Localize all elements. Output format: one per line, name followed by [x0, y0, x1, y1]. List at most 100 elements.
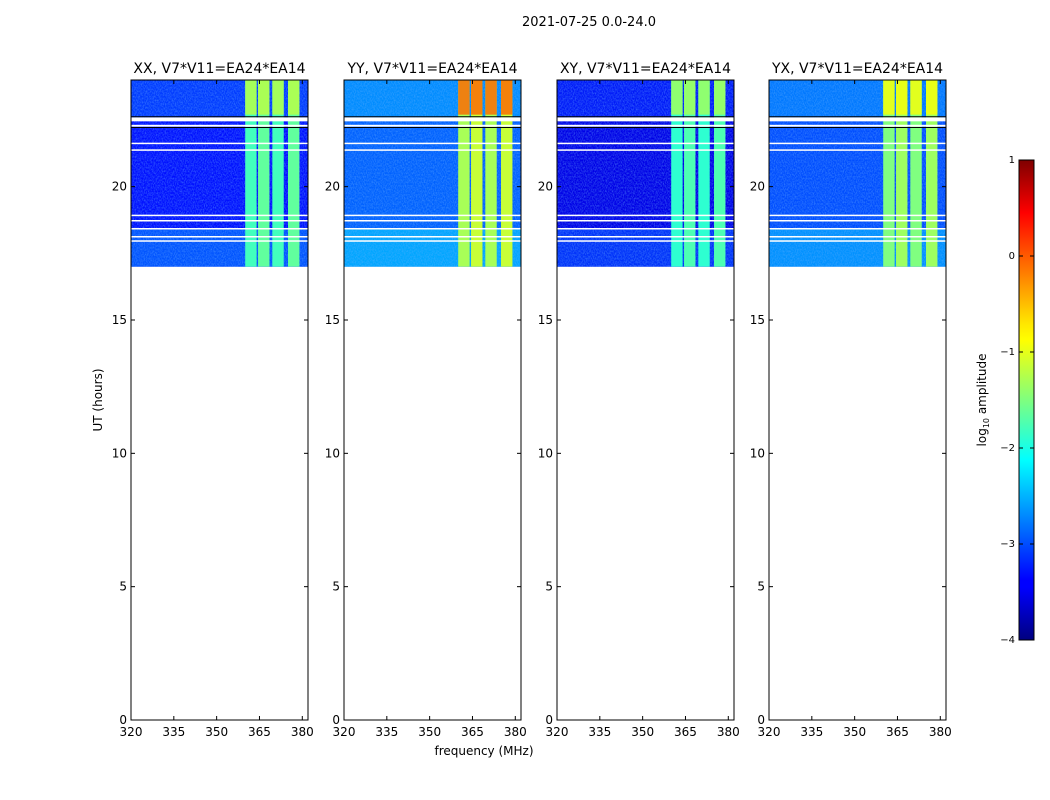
y-tick-label: 15: [538, 313, 553, 327]
y-tick-label: 10: [325, 446, 340, 460]
flagged-row: [769, 117, 946, 122]
flagged-row: [769, 220, 946, 222]
rfi-column: [896, 80, 908, 267]
colorbar-label: log10 amplitude: [975, 354, 991, 447]
panel-2: YY, V7*V11=EA24*EA14 320 335 350 365 380 0 5 10 1…: [325, 61, 527, 739]
rfi-column: [458, 80, 470, 267]
x-tick-label: 380: [291, 725, 314, 739]
y-tick-label: 10: [538, 446, 553, 460]
colorbar: −4 −3 −2 −1 0 1 log10 amplitude: [975, 155, 1035, 646]
flagged-row: [344, 214, 521, 217]
flagged-row: [769, 214, 946, 217]
rfi-hotspot: [258, 80, 270, 115]
flagged-row: [769, 142, 946, 145]
panel-frame: [130, 79, 309, 721]
colorbar-tick-label: −2: [1000, 443, 1015, 454]
flagged-row: [131, 149, 308, 151]
colorbar-tick-label: −3: [1000, 539, 1015, 550]
flagged-row: [557, 142, 734, 145]
y-tick-label: 20: [112, 180, 127, 194]
flagged-row: [557, 124, 734, 127]
flagged-row: [131, 142, 308, 145]
y-tick-label: 10: [750, 446, 765, 460]
rfi-column: [272, 80, 284, 267]
flagged-row: [131, 124, 308, 127]
rfi-column: [926, 80, 938, 267]
flagged-row: [344, 228, 521, 230]
flagged-row: [557, 228, 734, 230]
flagged-row: [557, 236, 734, 238]
panel-frame: [556, 79, 735, 721]
flagged-row: [769, 124, 946, 127]
flagged-row: [344, 236, 521, 238]
panel-title: XX, V7*V11=EA24*EA14: [133, 61, 305, 77]
rfi-hotspot: [671, 80, 683, 115]
x-tick-label: 365: [248, 725, 271, 739]
flagged-row: [557, 220, 734, 222]
rfi-column: [883, 80, 895, 267]
rfi-column: [485, 80, 497, 267]
x-tick-label: 365: [886, 725, 909, 739]
rfi-hotspot: [288, 80, 300, 115]
flagged-row: [131, 220, 308, 222]
panel-title: YX, V7*V11=EA24*EA14: [771, 61, 943, 77]
rfi-column: [501, 80, 513, 267]
flagged-row: [344, 149, 521, 151]
rfi-column: [910, 80, 922, 267]
x-tick-label: 365: [674, 725, 697, 739]
rfi-column: [684, 80, 696, 267]
rfi-hotspot: [272, 80, 284, 115]
x-tick-label: 350: [631, 725, 654, 739]
y-axis-label: UT (hours): [91, 368, 105, 431]
y-tick-label: 15: [112, 313, 127, 327]
x-tick-label: 350: [843, 725, 866, 739]
y-tick-label: 5: [119, 580, 127, 594]
panel-frame: [768, 79, 947, 721]
panel-3: XY, V7*V11=EA24*EA14 320 335 350 365 380 0 5 10 1…: [538, 61, 740, 739]
rfi-hotspot: [501, 80, 513, 115]
flagged-row: [769, 236, 946, 238]
colorbar-tick-label: −4: [1000, 635, 1015, 646]
panel-title: XY, V7*V11=EA24*EA14: [560, 61, 731, 77]
y-tick-label: 5: [757, 580, 765, 594]
rfi-column: [671, 80, 683, 267]
x-axis-label: frequency (MHz): [434, 744, 533, 758]
rfi-column: [471, 80, 483, 267]
x-tick-label: 350: [205, 725, 228, 739]
y-tick-label: 5: [332, 580, 340, 594]
rfi-hotspot: [245, 80, 257, 115]
panel-4: YX, V7*V11=EA24*EA14 320 335 350 365 380 0 5 10 1…: [750, 61, 952, 739]
x-tick-label: 380: [504, 725, 527, 739]
rfi-column: [245, 80, 257, 267]
rfi-hotspot: [698, 80, 710, 115]
rfi-hotspot: [896, 80, 908, 115]
colorbar-tick-label: −1: [1000, 347, 1015, 358]
colorbar-tick-label: 0: [1009, 251, 1015, 262]
rfi-hotspot: [926, 80, 938, 115]
flagged-row: [344, 220, 521, 222]
panels: XX, V7*V11=EA24*EA14 320 335 350 365 380 0 5 10 1…: [112, 61, 952, 739]
x-tick-label: 320: [333, 725, 356, 739]
y-tick-label: 10: [112, 446, 127, 460]
x-tick-label: 380: [717, 725, 740, 739]
rfi-hotspot: [684, 80, 696, 115]
y-tick-label: 0: [545, 713, 553, 727]
x-tick-label: 335: [375, 725, 398, 739]
x-tick-label: 320: [546, 725, 569, 739]
panel-frame: [343, 79, 522, 721]
y-tick-label: 15: [750, 313, 765, 327]
x-tick-label: 320: [120, 725, 143, 739]
y-tick-label: 0: [332, 713, 340, 727]
flagged-row: [557, 214, 734, 217]
flagged-row: [769, 149, 946, 151]
flagged-row: [131, 214, 308, 217]
colorbar-ticks: −4 −3 −2 −1 0 1: [1000, 155, 1034, 646]
colorbar-gradient: [1018, 159, 1035, 641]
flagged-row: [557, 117, 734, 122]
rfi-hotspot: [458, 80, 470, 115]
x-tick-label: 380: [929, 725, 952, 739]
y-tick-label: 0: [119, 713, 127, 727]
flagged-row: [769, 240, 946, 242]
flagged-row: [557, 149, 734, 151]
panel-title: YY, V7*V11=EA24*EA14: [346, 61, 517, 77]
